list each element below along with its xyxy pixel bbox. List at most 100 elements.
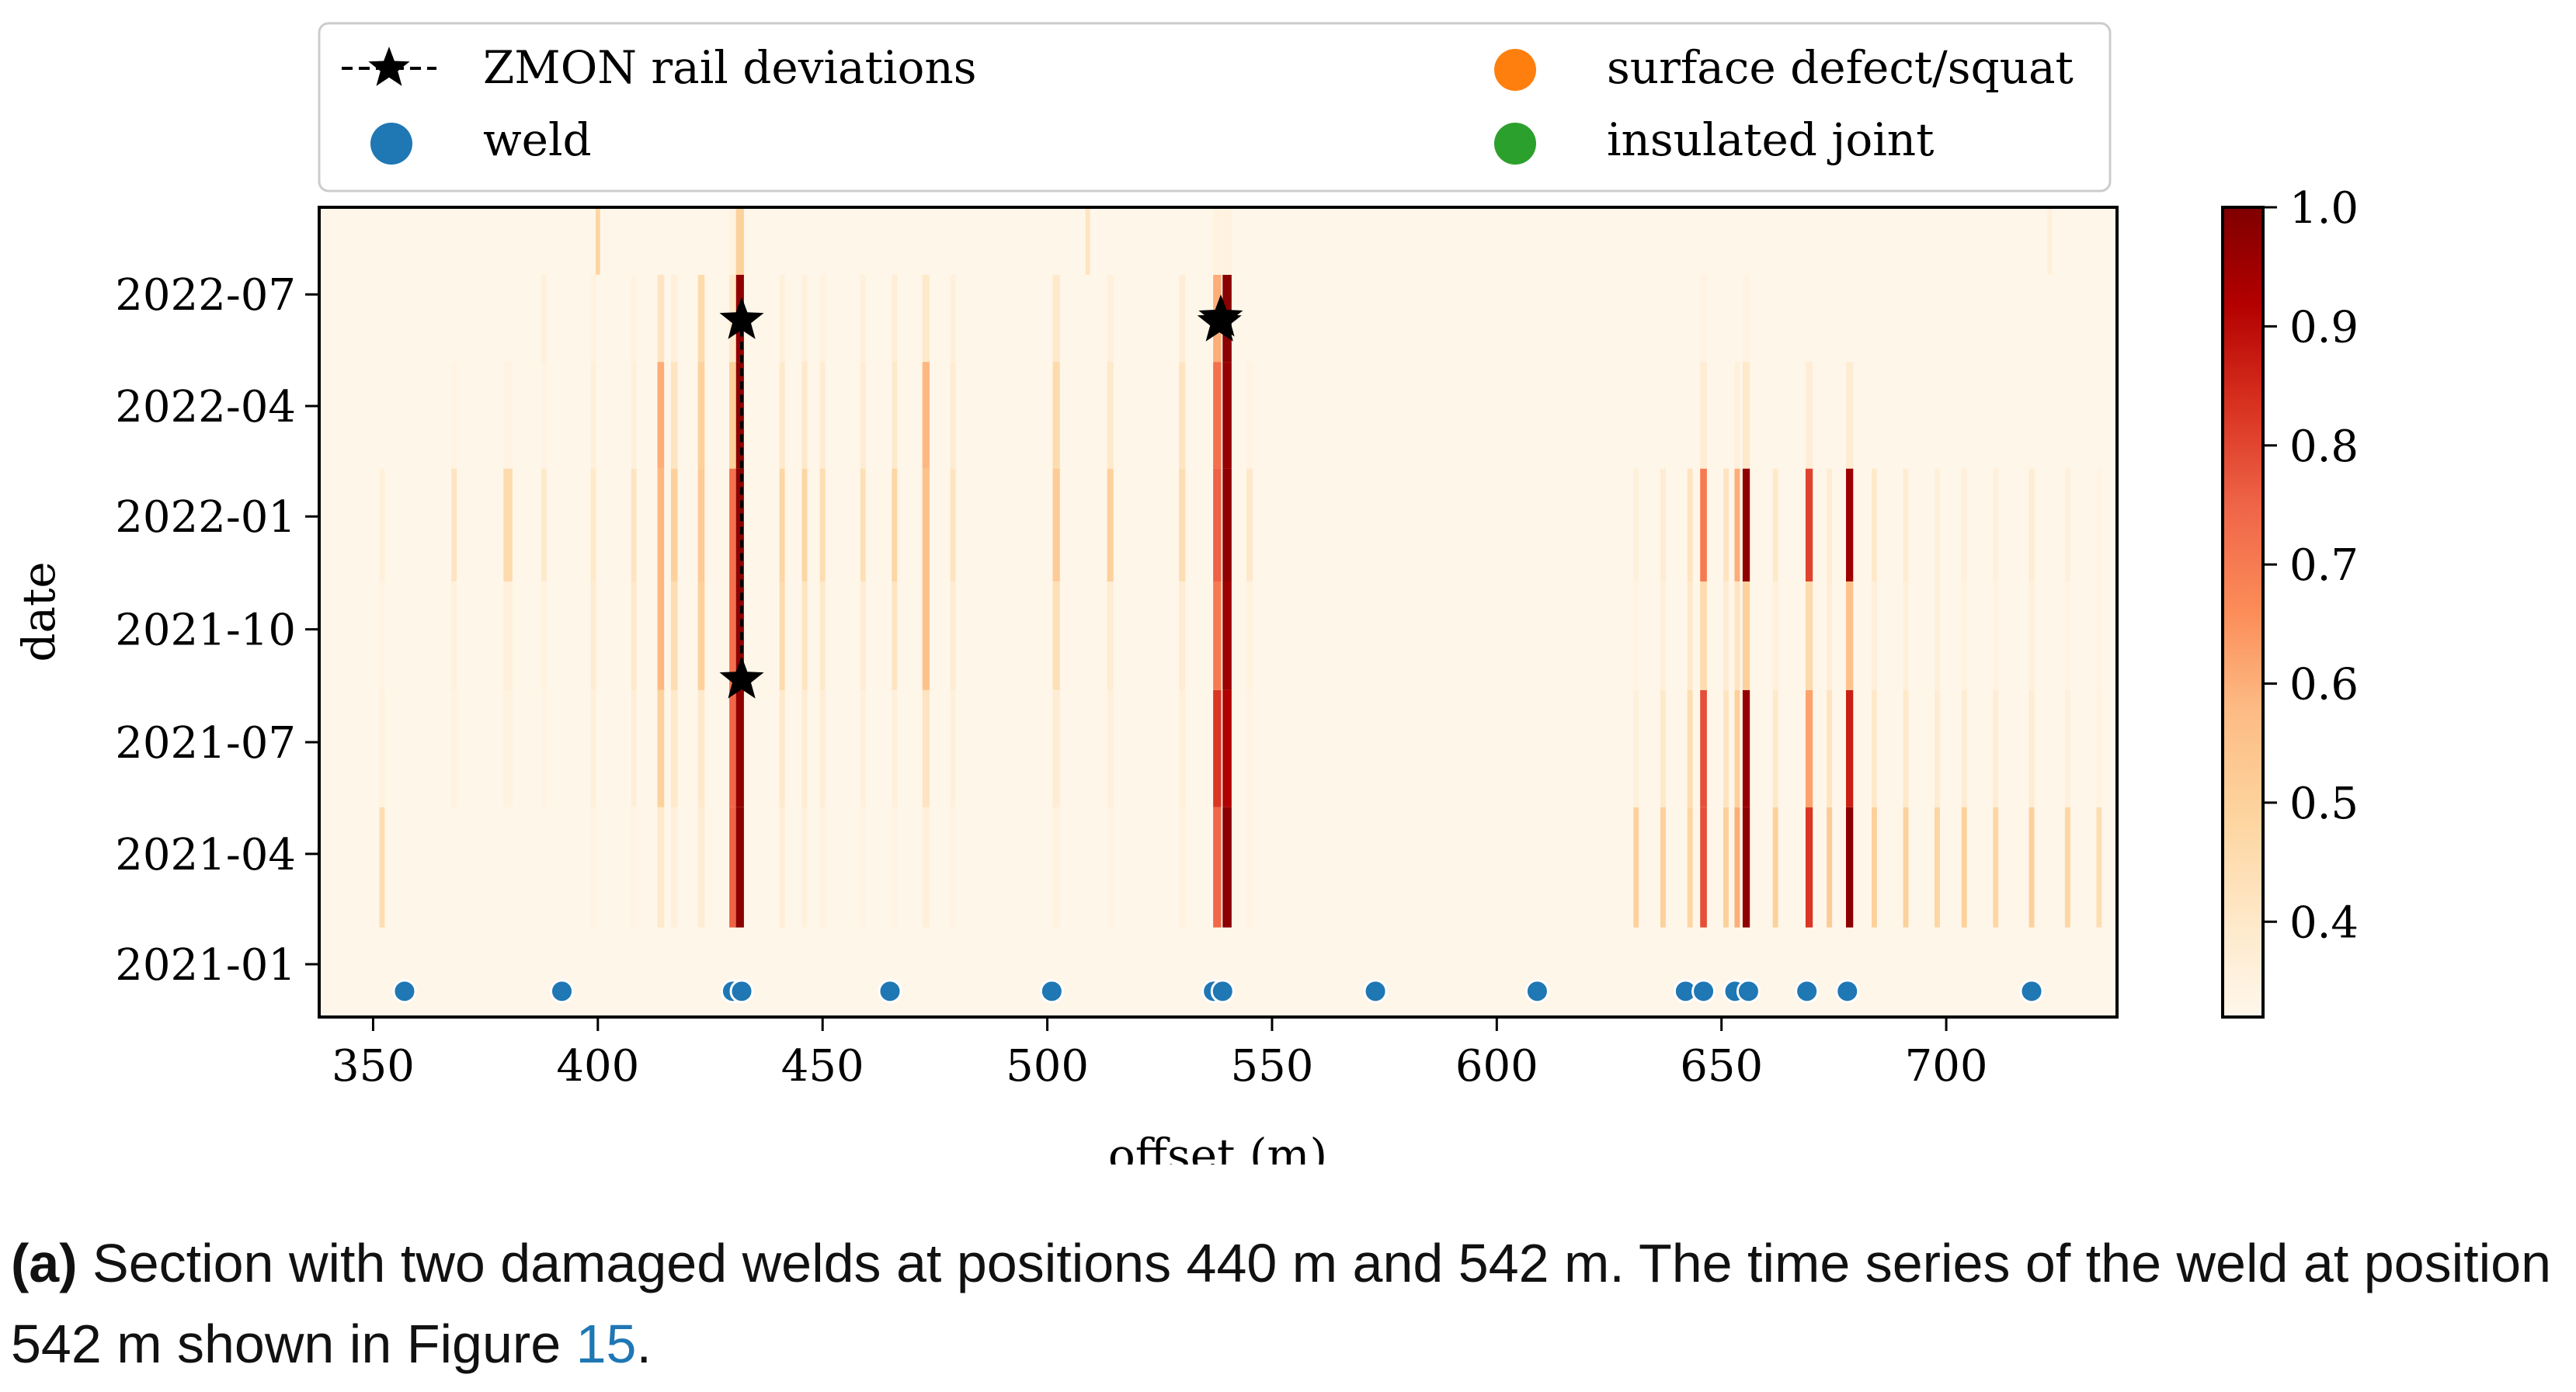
heatmap-cell bbox=[950, 468, 956, 581]
heatmap-cell bbox=[1222, 807, 1232, 928]
zmon-star-marker bbox=[719, 656, 764, 699]
heatmap-cell bbox=[1085, 207, 1090, 275]
heatmap-cell bbox=[922, 689, 930, 807]
heatmap-cell bbox=[1179, 468, 1186, 581]
heatmap-cell bbox=[779, 689, 785, 807]
heatmap-cell bbox=[1742, 581, 1750, 690]
heatmap-cell bbox=[1222, 362, 1232, 469]
figure-reference-link[interactable]: 15 bbox=[575, 1314, 637, 1374]
heatmap-cell bbox=[1734, 689, 1740, 807]
heatmap-cell bbox=[1222, 468, 1232, 581]
heatmap-cell bbox=[657, 274, 665, 363]
figure-caption: (a) Section with two damaged welds at po… bbox=[11, 1223, 2566, 1384]
heatmap-cell bbox=[1772, 807, 1778, 928]
heatmap-cell bbox=[2028, 581, 2035, 690]
colorbar-tick-label: 0.4 bbox=[2289, 897, 2359, 948]
heatmap-cell bbox=[892, 362, 898, 469]
heatmap-cell bbox=[2064, 807, 2070, 928]
heatmap-cell bbox=[2096, 689, 2102, 807]
y-axis-label: date bbox=[12, 561, 65, 661]
colorbar-tick-label: 0.8 bbox=[2289, 422, 2359, 472]
heatmap-cell bbox=[1213, 807, 1222, 928]
heatmap-cell bbox=[1742, 274, 1750, 363]
weld-marker bbox=[1524, 979, 1549, 1004]
heatmap-cell bbox=[1700, 807, 1707, 928]
heatmap-cell bbox=[1846, 689, 1854, 807]
heatmap-cell bbox=[1846, 807, 1854, 928]
heatmap-cell bbox=[1772, 468, 1778, 581]
heatmap-cell bbox=[670, 689, 678, 807]
heatmap-cell bbox=[1179, 362, 1186, 469]
heatmap-cell bbox=[631, 468, 637, 581]
y-tick-label: 2021-10 bbox=[115, 606, 296, 656]
heatmap-cell bbox=[2064, 468, 2070, 581]
heatmap-cell bbox=[860, 362, 866, 469]
colorbar-tick-label: 0.6 bbox=[2289, 660, 2359, 710]
heatmap-cell bbox=[950, 362, 956, 469]
legend: ZMON rail deviations surface defect/squa… bbox=[318, 22, 2112, 193]
heatmap-cell bbox=[2096, 807, 2102, 928]
heatmap-cell bbox=[1107, 581, 1114, 690]
heatmap-cell bbox=[451, 362, 457, 469]
heatmap-cell bbox=[631, 362, 637, 469]
weld-marker bbox=[1835, 979, 1860, 1004]
heatmap-cell bbox=[1213, 468, 1222, 581]
heatmap-cell bbox=[1742, 362, 1750, 469]
legend-weld-icon bbox=[370, 123, 412, 165]
caption-end: . bbox=[636, 1314, 652, 1374]
heatmap-cell bbox=[729, 581, 736, 690]
x-tick-label: 700 bbox=[1905, 1041, 1988, 1092]
heatmap-cell bbox=[1660, 689, 1666, 807]
heatmap-cell bbox=[1052, 581, 1060, 690]
heatmap-cell bbox=[1179, 581, 1186, 690]
heatmap-cell bbox=[2064, 689, 2070, 807]
heatmap-cell bbox=[735, 362, 744, 469]
heatmap-cell bbox=[1687, 807, 1693, 928]
heatmap-cell bbox=[590, 274, 596, 363]
colorbar-tick-label: 0.9 bbox=[2289, 302, 2359, 352]
heatmap-cell bbox=[1052, 807, 1060, 928]
x-tick-label: 450 bbox=[781, 1041, 864, 1092]
heatmap-cell bbox=[2028, 468, 2035, 581]
heatmap-cell bbox=[860, 274, 866, 363]
heatmap-cell bbox=[1687, 581, 1693, 690]
heatmap-cell bbox=[1633, 689, 1639, 807]
heatmap-cell bbox=[892, 581, 898, 690]
heatmap-cell bbox=[1700, 274, 1707, 363]
heatmap-cell bbox=[503, 362, 513, 469]
heatmap-cell bbox=[503, 689, 513, 807]
heatmap-cell bbox=[860, 468, 866, 581]
heatmap-cell bbox=[779, 362, 785, 469]
heatmap-cell bbox=[657, 807, 665, 928]
heatmap-cell bbox=[1107, 362, 1114, 469]
heatmap-cell bbox=[1246, 581, 1253, 690]
heatmap-cell bbox=[729, 362, 736, 469]
heatmap-cell bbox=[1723, 807, 1729, 928]
heatmap-cell bbox=[670, 807, 678, 928]
heatmap-cell bbox=[1700, 581, 1707, 690]
heatmap-cell bbox=[735, 207, 744, 275]
heatmap-cell bbox=[1687, 689, 1693, 807]
zmon-star-marker bbox=[719, 297, 764, 339]
heatmap-cell bbox=[1805, 807, 1813, 928]
heatmap-cell bbox=[1052, 689, 1060, 807]
heatmap-cell bbox=[735, 468, 744, 581]
heatmap-cell bbox=[1772, 689, 1778, 807]
heatmap-cell bbox=[892, 274, 898, 363]
heatmap-cell bbox=[670, 581, 678, 690]
heatmap-cell bbox=[697, 581, 705, 690]
heatmap-cell bbox=[1903, 689, 1909, 807]
heatmap-cell bbox=[541, 274, 547, 363]
heatmap-cell bbox=[1633, 807, 1639, 928]
heatmap-cell bbox=[819, 581, 826, 690]
heatmap-cell bbox=[1993, 689, 1999, 807]
heatmap-cell bbox=[2047, 207, 2053, 275]
heatmap-cell bbox=[1961, 689, 1967, 807]
heatmap-cell bbox=[1935, 468, 1940, 581]
x-axis: 350 400 450 500 550 600 650 700 bbox=[332, 1017, 1988, 1092]
heatmap-cell bbox=[735, 807, 744, 928]
weld-series bbox=[392, 979, 2044, 1004]
heatmap-cell bbox=[1052, 468, 1060, 581]
heatmap-cell bbox=[379, 468, 385, 581]
weld-marker bbox=[392, 979, 417, 1004]
